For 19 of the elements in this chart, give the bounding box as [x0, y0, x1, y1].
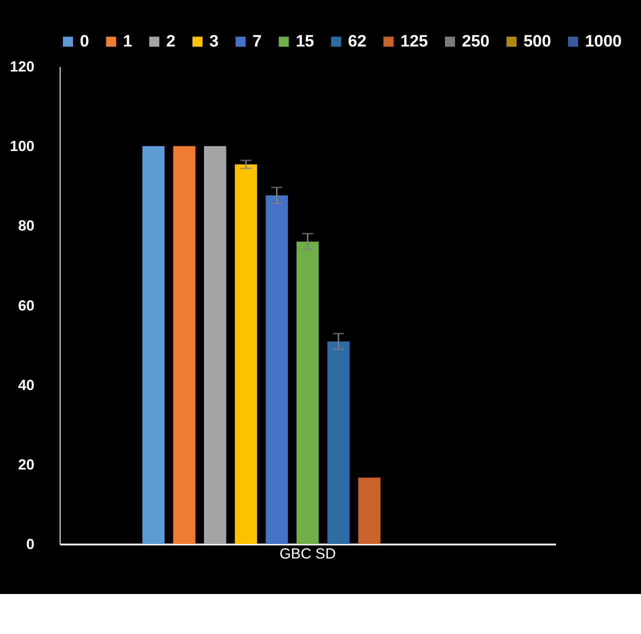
- x-tick-label: GBC SD: [279, 546, 336, 562]
- legend-label: 15: [296, 31, 314, 50]
- y-tick-label: 60: [18, 298, 34, 314]
- legend-label: 250: [462, 31, 490, 50]
- legend-label: 2: [166, 31, 176, 50]
- y-tick-label: 20: [18, 457, 34, 474]
- y-tick-label: 100: [10, 139, 34, 156]
- y-tick-label: 0: [26, 537, 34, 554]
- legend-label: 7: [252, 31, 262, 50]
- legend-label: 0: [80, 31, 90, 50]
- legend-label: 1000: [584, 31, 622, 50]
- legend-label: 62: [348, 31, 366, 50]
- legend-label: 500: [523, 31, 552, 50]
- legend-label: 1: [123, 31, 132, 50]
- legend-label: 125: [400, 31, 428, 50]
- y-tick-label: 80: [18, 218, 34, 235]
- legend-label: 3: [209, 31, 219, 50]
- y-tick-label: 40: [18, 378, 34, 394]
- y-tick-label: 120: [10, 60, 34, 76]
